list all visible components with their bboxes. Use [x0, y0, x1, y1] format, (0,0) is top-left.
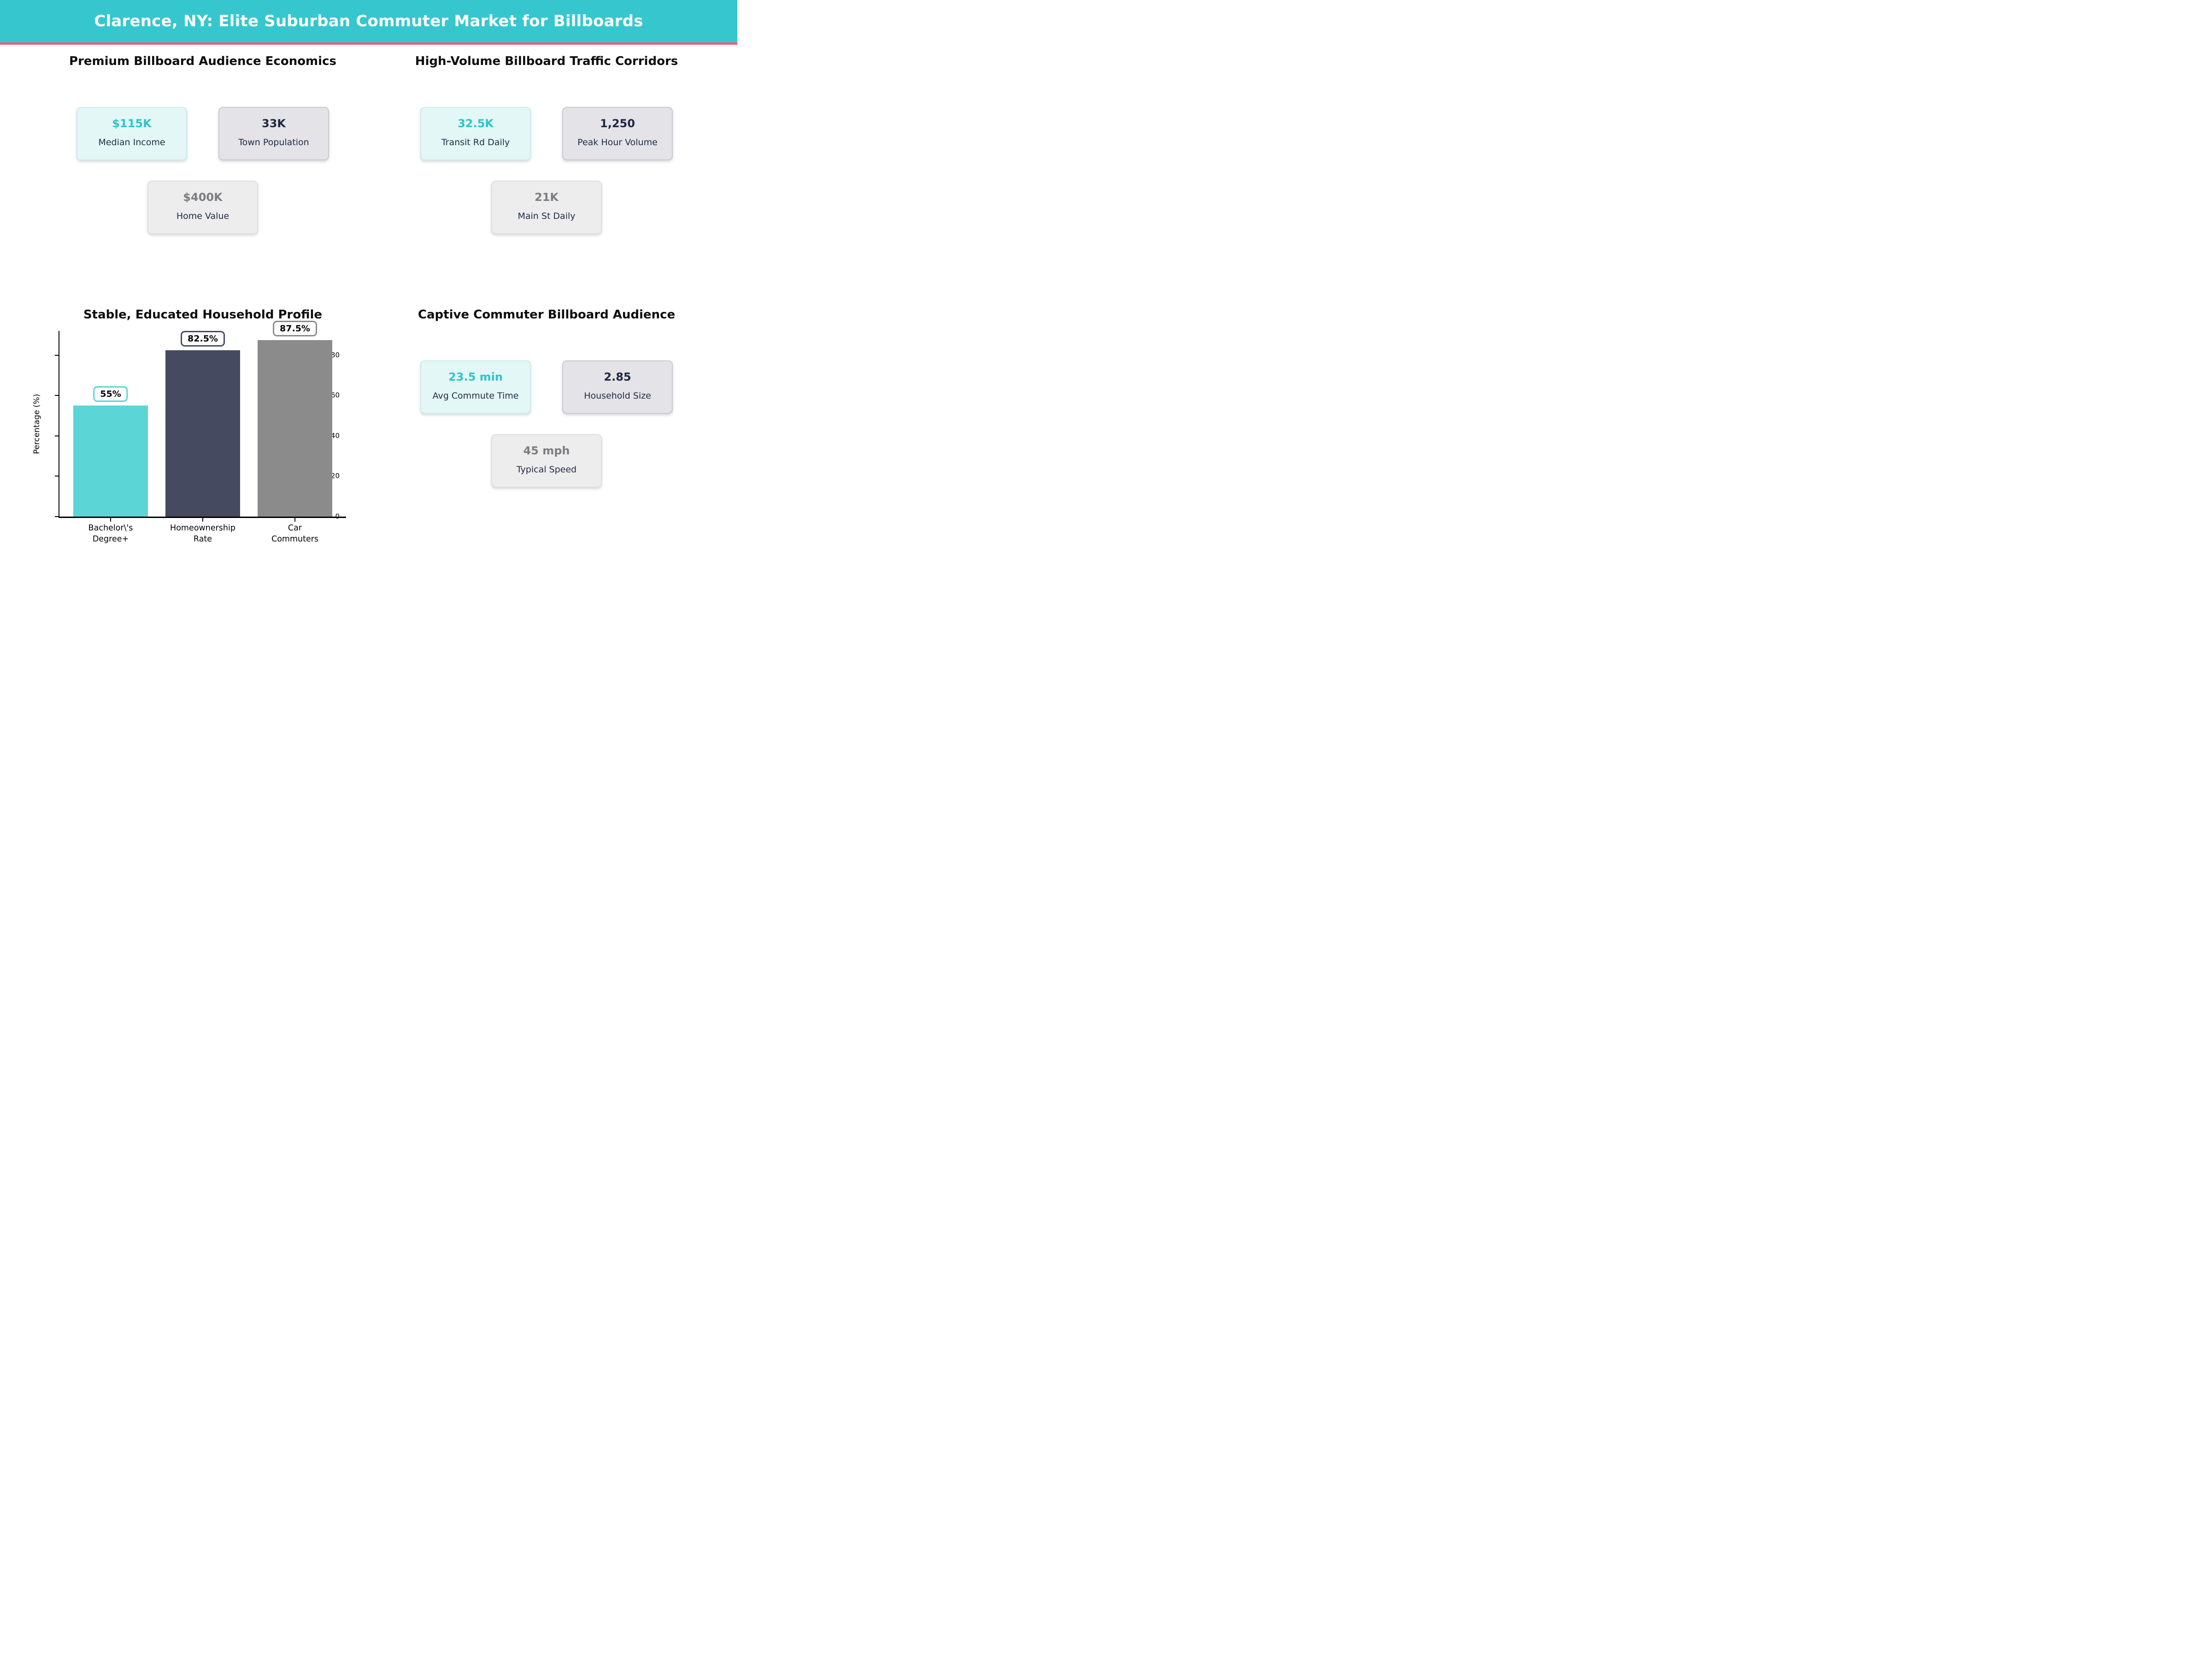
header-banner: Clarence, NY: Elite Suburban Commuter Ma… [0, 0, 737, 42]
y-tick-label: 40 [330, 431, 340, 440]
stat-value: 45 mph [523, 444, 570, 457]
y-tick-label: 60 [330, 391, 340, 400]
stat-value: 21K [535, 191, 559, 204]
stat-value: $115K [112, 117, 152, 130]
header-accent-line [0, 42, 737, 45]
bar-value-label: 87.5% [273, 320, 317, 336]
y-tick-mark [55, 395, 59, 396]
section-title-commuter: Captive Commuter Billboard Audience [418, 308, 676, 322]
bar-value-label: 55% [93, 386, 128, 402]
bar-group-car-commuters: 87.5% [258, 320, 332, 517]
y-tick-mark [55, 435, 59, 436]
commuter-card-row-2: 45 mph Typical Speed [371, 434, 722, 488]
y-tick-mark [55, 516, 59, 517]
bar-group-bachelors: 55% [73, 331, 148, 517]
stat-label: Median Income [98, 137, 165, 147]
bar-car-commuters [258, 340, 332, 517]
economics-card-row-1: $115K Median Income 33K Town Population [28, 107, 378, 160]
stat-label: Home Value [176, 211, 229, 221]
traffic-card-row-2: 21K Main St Daily [371, 181, 722, 234]
x-axis-category-label: Homeownership Rate [170, 524, 235, 544]
stat-card-typical-speed: 45 mph Typical Speed [491, 434, 602, 488]
stat-label: Household Size [584, 391, 651, 401]
bar-group-homeownership: 82.5% [165, 330, 240, 517]
stat-card-transit-rd-daily: 32.5K Transit Rd Daily [420, 107, 531, 160]
stat-value: 2.85 [604, 371, 631, 383]
x-tick-mark [294, 518, 295, 522]
section-title-traffic: High-Volume Billboard Traffic Corridors [415, 54, 678, 68]
stat-value: $400K [183, 191, 223, 204]
commuter-card-row-1: 23.5 min Avg Commute Time 2.85 Household… [371, 360, 722, 414]
bar-chart: Percentage (%) 0 20 40 60 80 55% 82.5% 8… [32, 320, 346, 544]
stat-value: 23.5 min [448, 371, 503, 383]
economics-card-row-2: $400K Home Value [28, 181, 378, 234]
stat-card-avg-commute-time: 23.5 min Avg Commute Time [420, 360, 531, 414]
stat-card-main-st-daily: 21K Main St Daily [491, 181, 602, 234]
x-tick-mark [110, 518, 111, 522]
x-tick-mark [202, 518, 203, 522]
y-tick-label: 0 [335, 513, 340, 520]
quadrant-traffic: High-Volume Billboard Traffic Corridors … [371, 44, 722, 298]
section-title-economics: Premium Billboard Audience Economics [69, 54, 336, 68]
bar-homeownership-rate [165, 350, 240, 517]
stat-value: 1,250 [600, 117, 635, 130]
quadrant-economics: Premium Billboard Audience Economics $11… [28, 44, 378, 298]
traffic-card-row-1: 32.5K Transit Rd Daily 1,250 Peak Hour V… [371, 107, 722, 160]
quadrant-commuter: Captive Commuter Billboard Audience 23.5… [371, 298, 722, 553]
y-tick-mark [55, 354, 59, 356]
stat-label: Avg Commute Time [432, 391, 519, 401]
y-axis-label: Percentage (%) [32, 394, 41, 454]
y-tick-mark [55, 476, 59, 477]
x-axis-category-label: Car Commuters [271, 524, 319, 544]
bar-value-label: 82.5% [181, 330, 225, 347]
stat-label: Transit Rd Daily [441, 137, 510, 147]
stat-label: Peak Hour Volume [577, 137, 658, 147]
x-axis-category-label: Bachelor\'s Degree+ [88, 524, 133, 544]
quadrant-household-chart: Stable, Educated Household Profile Perce… [28, 298, 378, 553]
stat-card-median-income: $115K Median Income [76, 107, 187, 160]
stat-label: Town Population [238, 137, 309, 147]
bar-bachelors-degree [73, 406, 148, 517]
stat-value: 33K [262, 117, 286, 130]
y-tick-label: 20 [330, 471, 340, 480]
stat-label: Main St Daily [518, 211, 576, 221]
stat-value: 32.5K [458, 117, 494, 130]
stat-label: Typical Speed [516, 465, 577, 475]
stat-card-home-value: $400K Home Value [147, 181, 258, 234]
x-axis-line [59, 517, 346, 518]
page-title: Clarence, NY: Elite Suburban Commuter Ma… [94, 12, 643, 30]
stat-card-town-population: 33K Town Population [218, 107, 329, 160]
y-tick-label: 80 [330, 351, 340, 359]
stat-card-peak-hour-volume: 1,250 Peak Hour Volume [562, 107, 673, 160]
section-title-household: Stable, Educated Household Profile [83, 308, 323, 322]
stat-card-household-size: 2.85 Household Size [562, 360, 673, 414]
